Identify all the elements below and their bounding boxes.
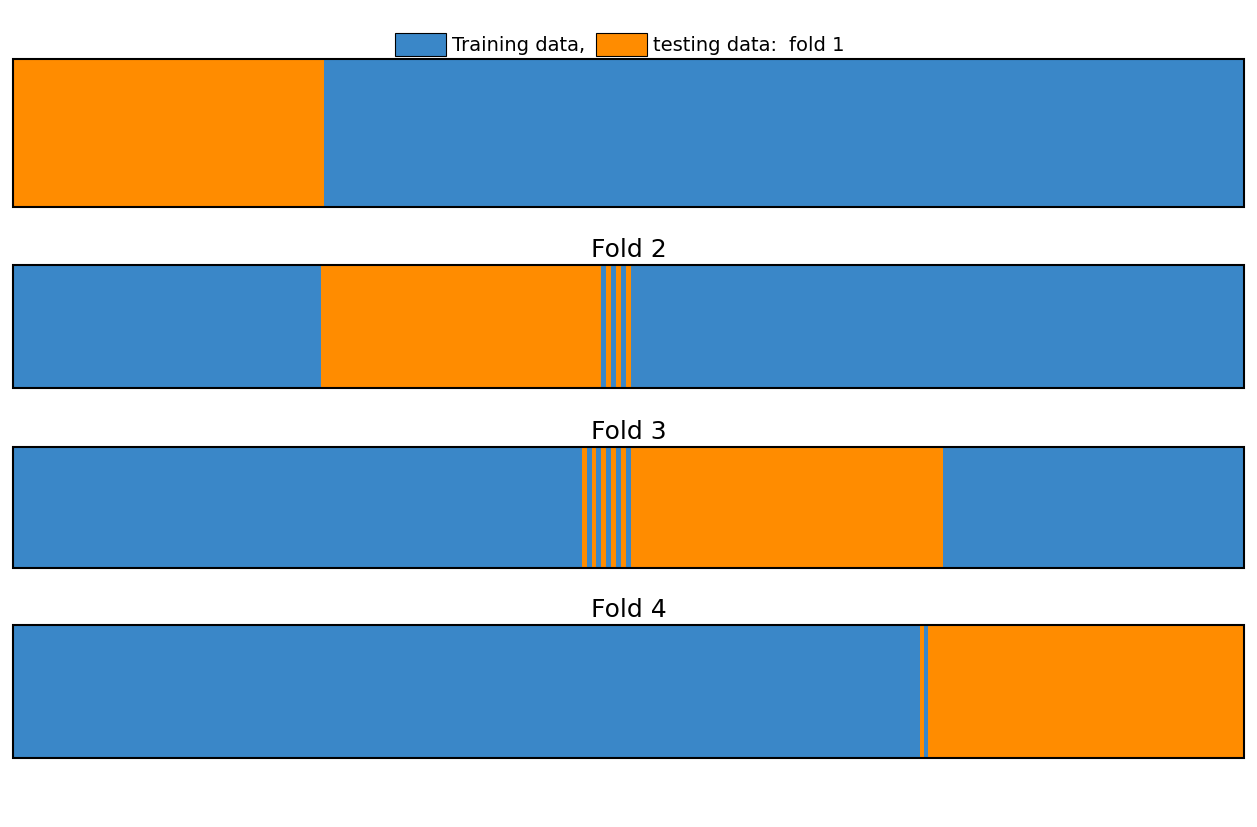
Text: fold 1: fold 1 (789, 36, 845, 55)
Bar (577, 447, 582, 568)
Bar (13, 60, 324, 208)
Bar (611, 266, 616, 389)
Bar (13, 447, 577, 568)
Bar (601, 447, 606, 568)
Bar (597, 447, 601, 568)
Bar (592, 447, 597, 568)
Bar (611, 447, 616, 568)
Bar (321, 266, 612, 389)
Bar (631, 447, 636, 568)
Bar (616, 447, 621, 568)
Bar (924, 625, 928, 758)
Bar (959, 447, 1244, 568)
Title: Fold 4: Fold 4 (591, 597, 666, 621)
Text: Training data,: Training data, (453, 36, 585, 55)
Bar (916, 625, 920, 758)
Bar (636, 447, 943, 568)
Bar (636, 266, 1244, 389)
Bar (928, 625, 931, 758)
Bar (13, 625, 916, 758)
Bar (621, 266, 626, 389)
Title: Fold 2: Fold 2 (591, 237, 666, 261)
Bar (606, 447, 611, 568)
Bar (616, 266, 621, 389)
Bar (587, 447, 592, 568)
Bar (626, 447, 631, 568)
Bar (601, 266, 606, 389)
Bar (621, 447, 626, 568)
Bar (597, 266, 601, 389)
Bar (920, 625, 924, 758)
Bar (606, 266, 611, 389)
Bar (931, 625, 1244, 758)
Bar (943, 447, 959, 568)
Bar (324, 60, 1244, 208)
Text: testing data:: testing data: (654, 36, 777, 55)
Bar (631, 266, 636, 389)
Title: Fold 3: Fold 3 (591, 419, 666, 443)
Bar (582, 447, 587, 568)
Bar (13, 266, 321, 389)
Bar (626, 266, 631, 389)
